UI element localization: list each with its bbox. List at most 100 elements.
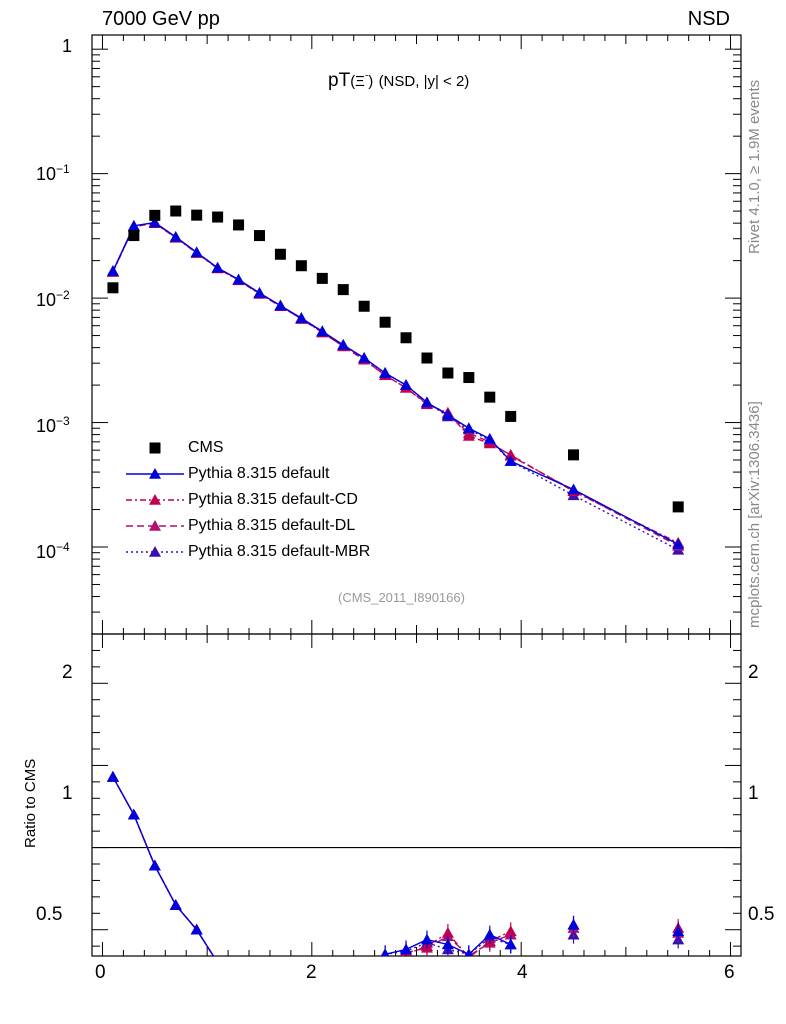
legend-label-cms: CMS [188,439,224,456]
ytick-label-1e-3: 10−3 [36,414,70,436]
ratio-panel-frame [91,633,742,957]
ytick-label-1e-1: 10−1 [36,162,70,184]
cms-data-point [463,372,475,384]
marker-cd [462,429,475,441]
cms-data-point [358,300,370,312]
cms-data-point [128,230,140,242]
ratio-marker-default [567,918,580,930]
ratio-marker-default [672,925,685,937]
xtick-0: 0 [95,962,106,983]
title-variable: pT [328,70,351,91]
ratio-ytick-2-right: 2 [748,662,759,683]
marker-default [106,265,119,276]
cms-data-point [191,209,203,221]
marker-default [337,338,350,350]
marker-default [400,379,413,390]
ratio-marker-default [127,808,140,820]
series-line-default [112,221,679,545]
marker-default [420,396,433,408]
marker-default [190,246,203,258]
marker-default [462,422,475,434]
ratio-marker-default [380,948,390,956]
ratio-marker-default [148,859,161,871]
marker-default [316,325,329,337]
ratio-marker-default [504,938,517,950]
cms-data-point [233,219,245,231]
marker-default [274,299,287,311]
ratio-line-default [112,776,215,956]
cms-data-point [316,272,328,284]
legend-label-cd: Pythia 8.315 default-CD [188,491,358,508]
legend-label-dl: Pythia 8.315 default-DL [188,517,356,534]
title-charge: - [364,70,369,82]
ratio-marker-default [400,943,413,955]
ytick-label-1: 1 [62,36,73,56]
plot-title: pT(Ξ-) (NSD, |y| < 2) [328,70,469,92]
ratio-ytick-1-right: 1 [748,783,759,804]
cms-data-point [170,205,182,217]
marker-default [253,286,266,298]
cms-data-point [149,209,161,221]
ratio-ytick-0.5: 0.5 [36,904,63,925]
ratio-marker-default [212,957,224,968]
process-label: NSD [687,8,730,30]
title-particle: (Ξ [350,73,365,90]
main-series-group [106,205,685,555]
marker-default [169,230,182,242]
legend-marker-default [149,468,161,479]
analysis-tag: (CMS_2011_I890166) [338,590,465,605]
legend-label-default: Pythia 8.315 default [188,465,330,482]
ratio-marker-default [106,770,119,782]
marker-default [441,408,454,420]
ratio-marker-cd [441,927,454,938]
cms-data-point [400,332,412,344]
marker-default [567,483,580,495]
ratio-marker-cd [504,925,517,937]
marker-default [358,352,371,363]
marker-default [127,219,140,231]
ratio-ytick-1: 1 [62,783,73,804]
ratio-marker-default [190,923,203,935]
marker-default [672,538,685,550]
marker-default [483,432,496,444]
cms-data-point [442,367,454,379]
mcplots-label: mcplots.cern.ch [arXiv:1306.3436] [746,401,763,628]
ratio-marker-mbr [212,957,224,968]
ratio-ytick-0.5-right: 0.5 [748,904,775,925]
ratio-axis-label: Ratio to CMS [22,758,39,848]
title-cuts: (NSD, |y| < 2) [378,73,470,90]
xtick-6: 6 [724,962,735,983]
cms-data-point [568,449,580,461]
ratio-series-group [106,770,685,968]
cms-data-point [295,260,307,272]
legend-label-mbr: Pythia 8.315 default-MBR [188,543,371,560]
cms-data-point [253,230,265,242]
ratio-ytick-2: 2 [62,662,73,683]
marker-default [504,455,517,466]
cms-data-point [672,501,684,513]
ratio-marker-default [420,933,433,945]
ytick-label-1e-4: 10−4 [36,540,70,562]
xtick-2: 2 [306,962,317,983]
legend-marker-cms [149,442,161,454]
rivet-label: Rivet 4.1.0, ≥ 1.9M events [746,79,763,254]
legend-marker-dl [149,520,161,531]
series-line-cd [112,222,679,544]
ytick-label-1e-2: 10−2 [36,288,70,310]
ratio-marker-default [169,899,182,910]
ratio-marker-dl [212,957,224,968]
marker-default [295,312,308,323]
legend-marker-mbr [149,546,161,557]
marker-default [211,261,224,273]
cms-data-point [505,410,517,422]
ratio-marker-default [464,948,474,956]
cms-data-point [337,284,349,296]
marker-default [232,273,245,285]
xtick-4: 4 [517,962,528,983]
energy-label: 7000 GeV pp [102,8,220,30]
cms-data-point [107,282,119,294]
ratio-marker-default [483,928,496,940]
cms-data-point [274,248,286,260]
ratio-marker-default [441,938,454,950]
